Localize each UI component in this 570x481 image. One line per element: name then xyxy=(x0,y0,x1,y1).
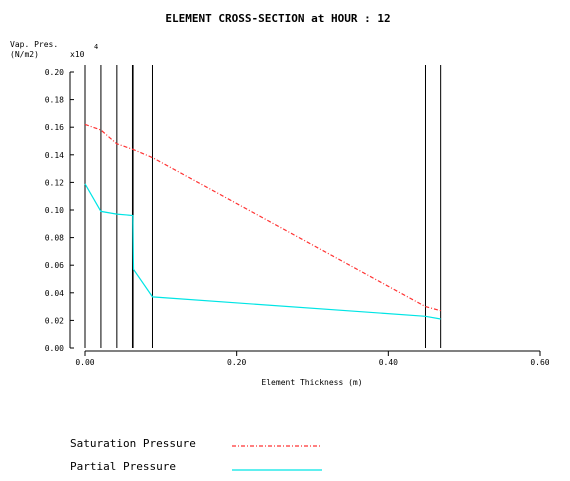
x-tick-label: 0.00 xyxy=(75,358,94,367)
y-tick-label: 0.20 xyxy=(45,68,64,77)
x-tick-label: 0.20 xyxy=(227,358,246,367)
y-ticks: 0.20 0.18 0.16 0.14 0.12 0.10 0.08 0.06 0.04 0.02… xyxy=(45,68,74,353)
y-tick-label: 0.10 xyxy=(45,206,64,215)
y-tick-label: 0.02 xyxy=(45,316,64,325)
series-lines xyxy=(84,123,441,320)
y-tick-label: 0.06 xyxy=(45,261,64,270)
y-tick-label: 0.12 xyxy=(45,178,64,187)
x-tick-label: 0.40 xyxy=(379,358,398,367)
y-tick-label: 0.16 xyxy=(45,123,64,132)
chart-title: ELEMENT CROSS-SECTION at HOUR : 12 xyxy=(165,12,390,25)
legend-label-saturation: Saturation Pressure xyxy=(70,437,196,450)
y-tick-label: 0.00 xyxy=(45,344,64,353)
x-axis-label: Element Thickness (m) xyxy=(261,378,362,387)
y-tick-label: 0.08 xyxy=(45,234,64,243)
x-ticks: 0.00 0.20 0.40 0.60 xyxy=(75,351,550,367)
legend-label-partial: Partial Pressure xyxy=(70,460,176,473)
series-line-saturation-pressure xyxy=(84,123,441,312)
y-axis-multiplier: x10 xyxy=(70,50,85,59)
y-axis-unit: (N/m2) xyxy=(10,50,39,59)
y-axis-label: Vap. Pres. xyxy=(10,40,58,49)
y-tick-label: 0.04 xyxy=(45,289,64,298)
legend: Saturation Pressure Partial Pressure xyxy=(70,437,322,473)
axes xyxy=(69,72,540,352)
series-line-partial-pressure xyxy=(84,183,441,320)
y-tick-label: 0.18 xyxy=(45,96,64,105)
y-tick-label: 0.14 xyxy=(45,151,64,160)
layer-boundaries xyxy=(84,65,442,348)
y-axis-multiplier-exponent: 4 xyxy=(94,43,98,51)
x-tick-label: 0.60 xyxy=(530,358,549,367)
